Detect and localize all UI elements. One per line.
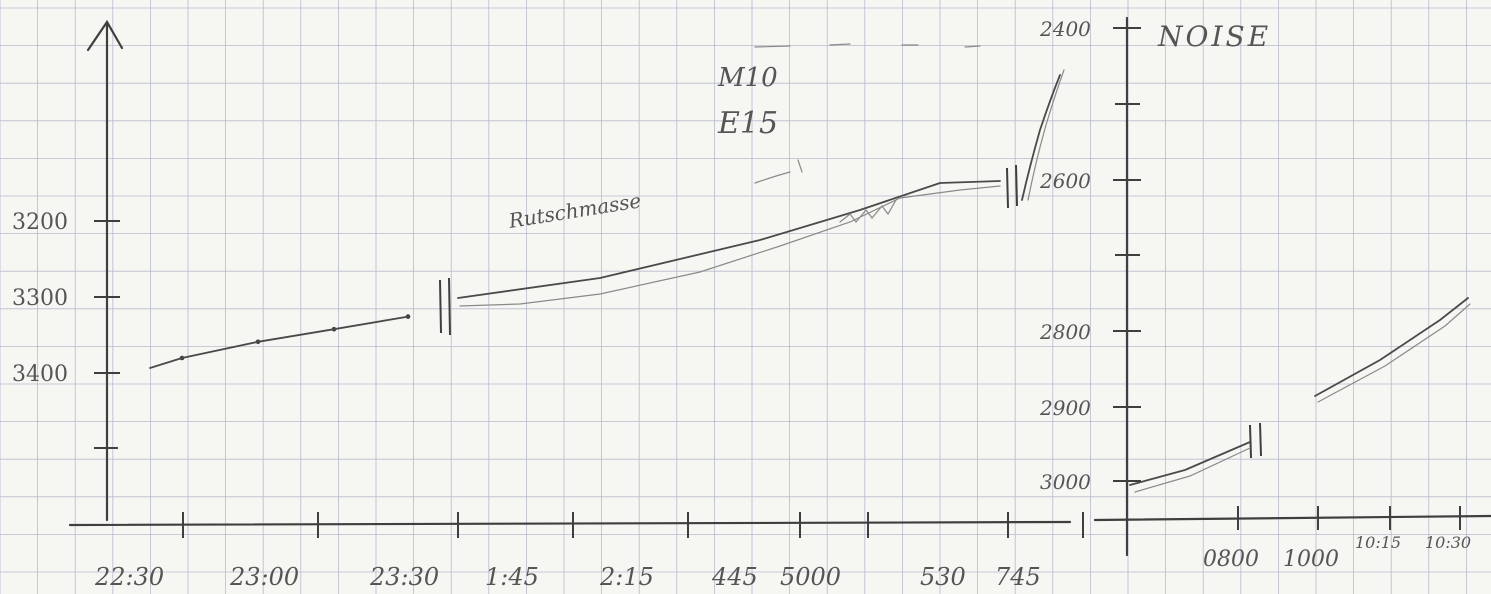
annotation-m10: M10 <box>717 63 778 93</box>
right-series-2-shadow <box>1317 303 1471 403</box>
left-x-tick-label: 23:30 <box>369 563 439 591</box>
left-series-1-line <box>149 315 409 369</box>
right-y-tick-label: 2600 <box>1039 169 1091 193</box>
right-x-ticks: 0800 1000 10:15 10:30 <box>1203 506 1471 572</box>
left-x-axis <box>68 520 1072 527</box>
left-x-tick-label: 445 <box>711 563 758 591</box>
left-x-tick-label: 1:45 <box>485 563 539 591</box>
right-y-tick-label: 2400 <box>1039 17 1091 41</box>
right-rising-trace-shadow <box>1027 69 1065 201</box>
right-y-tick-label: 2800 <box>1039 320 1091 344</box>
left-x-tick-label: 2:15 <box>599 563 654 591</box>
right-x-tick-label: 10:15 <box>1355 533 1401 552</box>
left-break-marker <box>439 277 451 336</box>
right-x-tick-label: 1000 <box>1283 547 1339 572</box>
right-rising-trace <box>1021 74 1061 201</box>
right-y-tick-label: 2900 <box>1039 396 1091 420</box>
left-x-ticks: 22:30 23:00 23:30 1:45 2:15 445 5000 530 745 <box>94 512 1084 591</box>
left-y-axis-arrow <box>86 19 124 52</box>
left-x-tick-label: 5000 <box>780 563 841 591</box>
right-y-ticks: 2400 2600 2800 2900 3000 <box>1039 17 1141 494</box>
left-break-marker-2 <box>1006 164 1018 209</box>
left-x-tick-label: 530 <box>920 563 966 591</box>
right-x-axis <box>1093 514 1491 522</box>
left-x-tick-label: 745 <box>995 563 1041 591</box>
left-y-tick-label: 3400 <box>12 362 68 387</box>
right-series-2-line <box>1314 297 1469 397</box>
left-series <box>149 180 1001 369</box>
left-y-tick-label: 3200 <box>12 210 68 235</box>
right-series <box>1129 297 1471 493</box>
left-y-ticks: 3200 3300 3400 <box>12 210 120 387</box>
left-x-tick-label: 22:30 <box>94 563 164 591</box>
right-series-1-shadow <box>1134 447 1251 493</box>
right-panel-title: NOISE <box>1157 20 1271 53</box>
annotation-stroke <box>754 159 803 184</box>
left-series-2-shadow <box>459 185 1001 307</box>
faint-dash-marks <box>754 43 981 48</box>
left-panel: 3200 3300 3400 22:30 23:00 23:30 1:45 2:15 445 5… <box>12 19 1084 591</box>
right-x-tick-label: 0800 <box>1203 547 1259 572</box>
right-break-marker <box>1249 422 1262 459</box>
left-series-2-line <box>457 180 1001 299</box>
right-y-tick-label: 3000 <box>1040 470 1091 494</box>
left-series-2-noise <box>839 199 897 223</box>
right-x-tick-label: 10:30 <box>1425 533 1471 552</box>
left-x-tick-label: 23:00 <box>229 563 299 591</box>
left-y-tick-label: 3300 <box>12 286 68 311</box>
right-series-1-line <box>1129 441 1251 486</box>
annotation-e15: E15 <box>717 106 778 141</box>
